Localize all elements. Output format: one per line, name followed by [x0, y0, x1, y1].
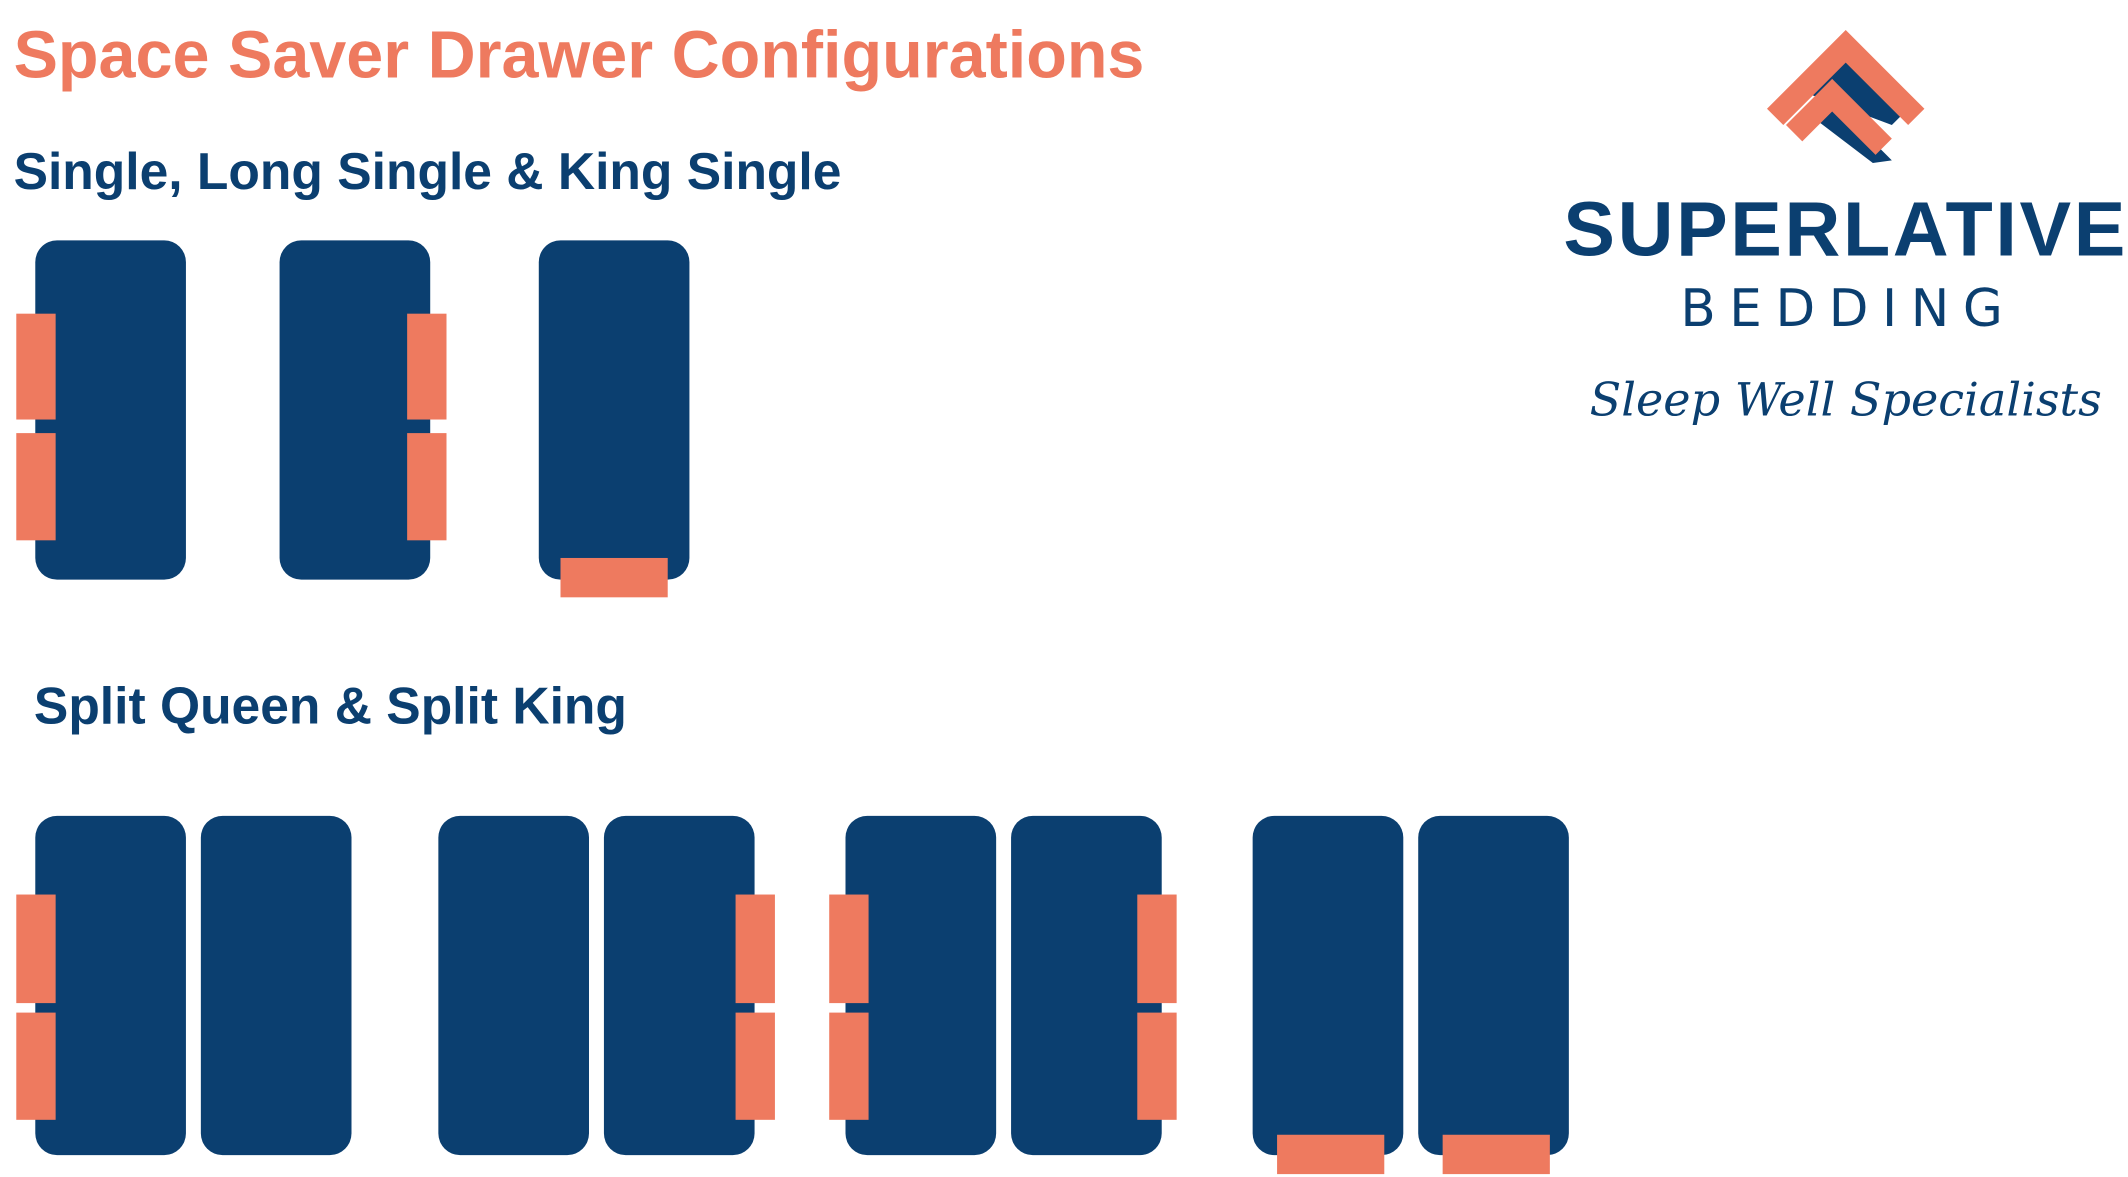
- drawer: [829, 1012, 869, 1120]
- drawer: [829, 894, 869, 1004]
- bed: [200, 815, 352, 1156]
- logo-brand: SUPERLATIVE: [1563, 186, 2125, 272]
- drawer: [16, 1012, 56, 1120]
- logo-subbrand: BEDDING: [1680, 279, 2016, 339]
- logo: SUPERLATIVE BEDDING Sleep Well Specialis…: [1563, 30, 2125, 426]
- section-heading: Single, Long Single & King Single: [14, 142, 842, 200]
- page-title: Space Saver Drawer Configurations: [14, 19, 1145, 93]
- bed: [1252, 815, 1404, 1156]
- drawer: [16, 433, 56, 541]
- drawer: [1277, 1134, 1385, 1175]
- bed: [538, 240, 690, 580]
- bed: [35, 240, 186, 580]
- drawer: [735, 894, 775, 1004]
- bed: [438, 815, 589, 1156]
- single-configurations: [16, 240, 690, 598]
- bed: [845, 815, 997, 1156]
- split-configurations: [16, 815, 1569, 1175]
- bed: [279, 240, 431, 580]
- drawer: [407, 313, 447, 420]
- bed: [1418, 815, 1569, 1156]
- logo-chevron: [1767, 30, 1925, 126]
- drawer: [16, 894, 56, 1004]
- bed: [35, 815, 186, 1156]
- bed: [603, 815, 755, 1156]
- drawer: [16, 313, 56, 420]
- logo-chevron: [1786, 78, 1892, 155]
- section-heading: Split Queen & Split King: [34, 677, 627, 735]
- drawer: [407, 433, 447, 541]
- drawer: [1137, 894, 1177, 1004]
- drawer: [560, 557, 668, 598]
- drawer: [1442, 1134, 1550, 1175]
- drawer: [735, 1012, 775, 1120]
- bed: [1011, 815, 1162, 1156]
- logo-tagline: Sleep Well Specialists: [1590, 372, 2102, 426]
- drawer: [1137, 1012, 1177, 1120]
